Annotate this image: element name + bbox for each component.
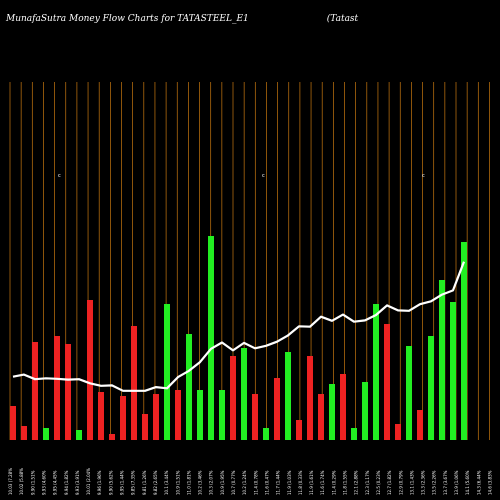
x-tick-label: 11.4 (0.29%	[331, 470, 336, 495]
x-tick-label: 9.96 (1.96%	[97, 470, 102, 495]
x-tick-label: 10.2 (3.46%	[198, 470, 203, 495]
flow-bar	[263, 428, 269, 440]
c-marker: c	[58, 173, 61, 179]
gridlines	[9, 82, 490, 440]
x-tick-label: 10.3 (2.07%	[209, 470, 214, 495]
x-tick-label: 9.85 (7.35%	[131, 470, 136, 495]
flow-bar	[43, 428, 49, 440]
x-tick-label: 11.6 (1.74%	[320, 470, 325, 495]
x-tick-label: 11.0 (1.81%	[186, 470, 191, 495]
x-tick-label: 10.03 (7.28%	[8, 468, 13, 495]
flow-bar	[186, 334, 192, 440]
flow-bar	[450, 302, 456, 440]
flow-bar	[285, 352, 291, 440]
flow-bar	[153, 394, 159, 440]
x-tick-label: 9.81 (1.26%	[142, 470, 147, 495]
x-axis-labels: 10.03 (7.28% 10.02 (5.88% 9.90 (1.51% 9.93 …	[8, 468, 492, 495]
x-tick-label: 10.9 (1.51%	[175, 470, 180, 495]
chart-title-suffix: (Tatast	[326, 14, 359, 24]
flow-bar	[373, 304, 379, 440]
x-tick-label: 13.5 (2.26%	[432, 470, 437, 495]
flow-bar	[32, 342, 38, 440]
x-tick-label: 10.9 (1.95%	[220, 470, 225, 495]
flow-bar	[296, 420, 302, 440]
flow-bar	[21, 426, 27, 440]
flow-bar	[109, 434, 115, 440]
flow-bar	[439, 280, 445, 440]
flow-bar	[428, 336, 434, 440]
flow-bar	[406, 346, 412, 440]
x-tick-label: 11.9 (1.61%	[309, 470, 314, 495]
x-tick-label: 9.93 (4.60%	[41, 470, 46, 495]
flow-bar	[252, 394, 258, 440]
x-tick-label: 14.1 (5.60%	[465, 470, 470, 495]
x-tick-label: 10.02 (5.88%	[19, 468, 24, 495]
x-tick-label: 9.90 (5.62%	[108, 470, 113, 495]
x-tick-label: 10.1 (3.44%	[164, 470, 169, 495]
flow-bar	[362, 382, 368, 440]
x-tick-label: 11.4 (0.78%	[253, 470, 258, 495]
x-tick-label: 11.7 (1.44%	[276, 470, 281, 495]
price-line-group	[12, 261, 466, 392]
flow-bar	[197, 390, 203, 440]
flow-bar	[318, 394, 324, 440]
flow-bar	[329, 384, 335, 440]
x-tick-label: 11.8 (0.33%	[298, 470, 303, 495]
c-marker: c	[262, 173, 265, 179]
flow-bar	[54, 336, 60, 440]
flow-bar	[219, 390, 225, 440]
price-line	[12, 261, 466, 392]
flow-bar	[87, 300, 93, 440]
flow-bars	[10, 236, 467, 440]
x-tick-label: 13.1 (1.43%	[409, 470, 414, 495]
flow-bar	[142, 414, 148, 440]
x-tick-label: 9.94 (1.82%	[64, 470, 69, 495]
flow-bar	[120, 396, 126, 440]
flow-bar	[241, 348, 247, 440]
x-tick-label: 12.1 (2.88%	[354, 470, 359, 495]
x-tick-label: 12.9 (0.79%	[398, 470, 403, 495]
x-tick-label: 14.6 (3.83%	[487, 470, 492, 495]
flow-bar	[384, 324, 390, 440]
flow-bar	[340, 374, 346, 440]
x-tick-label: 11.6 (0.47%	[264, 470, 269, 495]
flow-bar	[131, 326, 137, 440]
flow-bar	[351, 428, 357, 440]
flow-bar	[175, 390, 181, 440]
flow-bar	[10, 406, 16, 440]
x-tick-label: 9.90 (1.51%	[30, 470, 35, 495]
x-tick-label: 14.3 (6.44%	[476, 470, 481, 495]
flow-bar	[395, 424, 401, 440]
flow-bar	[98, 392, 104, 440]
x-tick-label: 11.9 (1.03%	[287, 470, 292, 495]
flow-bar	[76, 430, 82, 440]
x-tick-label: 9.82 (2.65%	[153, 470, 158, 495]
flow-bar	[164, 304, 170, 440]
flow-bar	[65, 344, 71, 440]
x-tick-label: 13.9 (1.06%	[454, 470, 459, 495]
x-tick-label: 10.2 (1.24%	[242, 470, 247, 495]
flow-bar	[417, 410, 423, 440]
chart-title: MunafaSutra Money Flow Charts for TATAST…	[6, 14, 358, 24]
flow-bar	[307, 356, 313, 440]
x-tick-label: 12.7 (1.82%	[387, 470, 392, 495]
flow-bar	[230, 356, 236, 440]
x-tick-label: 10.7 (0.77%	[231, 470, 236, 495]
c-marker: c	[422, 173, 425, 179]
x-tick-label: 11.8 (1.55%	[343, 470, 348, 495]
flow-bar	[274, 378, 280, 440]
x-tick-label: 9.93 (3.91%	[75, 470, 80, 495]
x-tick-label: 9.95 (4.45%	[53, 470, 58, 495]
flow-bar	[208, 236, 214, 440]
x-tick-label: 12.3 (1.17%	[365, 470, 370, 495]
flow-bar	[461, 242, 467, 440]
x-tick-label: 10.01 (2.04%	[86, 468, 91, 495]
chart-title-main: MunafaSutra Money Flow Charts for TATAST…	[6, 14, 249, 24]
x-tick-label: 13.3 (2.36%	[421, 470, 426, 495]
x-tick-label: 9.95 (1.44%	[120, 470, 125, 495]
x-tick-label: 12.5 (0.23%	[376, 470, 381, 495]
x-tick-label: 13.7 (3.67%	[443, 470, 448, 495]
